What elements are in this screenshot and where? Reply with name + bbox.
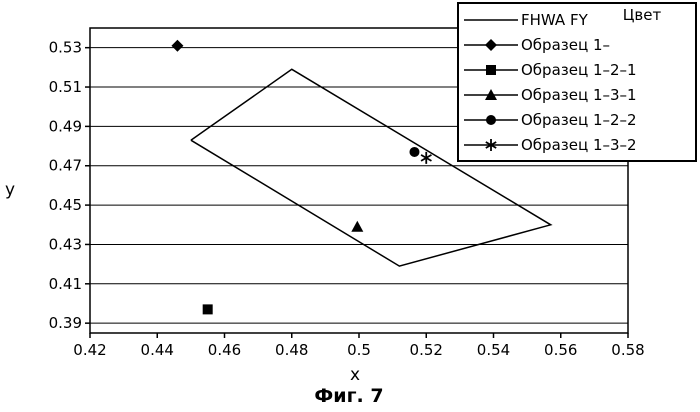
- x-tick-label: 0.42: [73, 341, 106, 359]
- data-points: [171, 40, 431, 315]
- figure-caption: Фиг. 7: [314, 385, 383, 407]
- data-point-square: [203, 304, 213, 314]
- data-point-diamond: [171, 40, 183, 52]
- y-tick-label: 0.51: [49, 78, 82, 96]
- legend: Цвет FHWA FY Образец 1– Образец 1–2–1 Образ…: [458, 3, 696, 161]
- x-axis-ticks: 0.42 0.44 0.46 0.48 0.5 0.52 0.54 0.56 0.58: [73, 333, 644, 359]
- data-point-circle: [409, 147, 419, 157]
- legend-marker-square: [486, 65, 496, 75]
- x-tick-label: 0.56: [544, 341, 577, 359]
- x-axis-label: x: [350, 365, 360, 385]
- legend-label: Образец 1–2–2: [521, 111, 637, 129]
- x-tick-label: 0.46: [208, 341, 241, 359]
- x-tick-label: 0.54: [477, 341, 510, 359]
- legend-header: Цвет: [623, 6, 662, 24]
- y-tick-label: 0.41: [49, 275, 82, 293]
- x-tick-label: 0.52: [410, 341, 443, 359]
- legend-marker-circle: [486, 115, 496, 125]
- data-point-triangle: [351, 221, 363, 232]
- x-tick-label: 0.58: [611, 341, 644, 359]
- y-axis-ticks: 0.39 0.41 0.43 0.45 0.47 0.49 0.51 0.53: [49, 39, 90, 332]
- y-tick-label: 0.45: [49, 196, 82, 214]
- y-tick-label: 0.43: [49, 235, 82, 253]
- legend-label: FHWA FY: [521, 11, 589, 29]
- x-tick-label: 0.5: [347, 341, 371, 359]
- x-tick-label: 0.48: [275, 341, 308, 359]
- legend-label: Образец 1–3–2: [521, 136, 637, 154]
- y-axis-label: y: [5, 180, 15, 200]
- legend-label: Образец 1–: [521, 36, 610, 54]
- y-tick-label: 0.49: [49, 117, 82, 135]
- data-point-star: [421, 152, 431, 164]
- x-tick-label: 0.44: [141, 341, 174, 359]
- y-tick-label: 0.39: [49, 314, 82, 332]
- y-tick-label: 0.53: [49, 39, 82, 57]
- legend-label: Образец 1–2–1: [521, 61, 637, 79]
- y-tick-label: 0.47: [49, 157, 82, 175]
- legend-label: Образец 1–3–1: [521, 86, 637, 104]
